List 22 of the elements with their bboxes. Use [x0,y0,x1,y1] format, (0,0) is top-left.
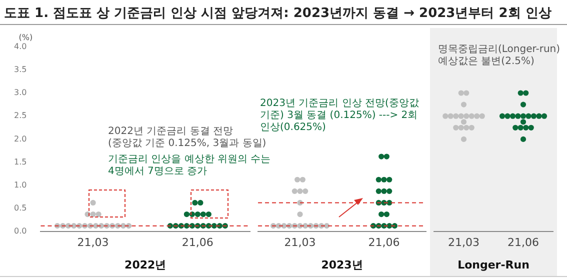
annotation: 기준금리 인상을 예상한 위원의 수는 4명에서 7명으로 증가 [108,154,272,178]
x-axis-title: 2022년 [124,258,166,272]
x-tick-label: 21,06 [182,236,214,250]
x-tick-label: 21,06 [508,236,539,250]
annotation: 명목중립금리(Longer-run) 예상값은 불변(2.5%) [438,44,562,68]
y-tick-label: 2.5 [14,111,27,120]
y-tick-label: 1.5 [14,157,27,166]
y-tick-label: 3.5 [14,64,27,74]
y-tick-label: 0.0 [14,226,27,236]
x-tick-label: 21,03 [77,236,109,250]
y-tick-label: 4.0 [14,42,27,51]
x-tick-label: 21,03 [448,236,480,250]
y-tick-label: 1.0 [14,180,27,190]
text: 도표 1. 점도표 상 기준금리 인상 시점 앞당겨져: 2023년까지 동결 → 2023년부터 2회 인상 [4,5,552,22]
x-tick-label: 21,03 [284,236,316,250]
y-tick-label: 2.0 [14,134,27,144]
x-tick-label: 21,06 [368,236,400,250]
y-axis-title: (%) [18,32,33,42]
x-axis-title: 2023년 [321,258,363,272]
x-axis-title: Longer-Run [458,258,530,272]
y-tick-label: 0.5 [14,204,27,213]
y-tick-label: 3.0 [14,88,27,98]
